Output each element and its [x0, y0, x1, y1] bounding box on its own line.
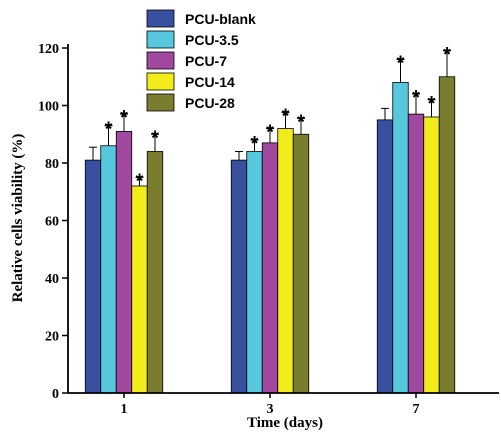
bar	[292, 133, 310, 394]
bar	[261, 142, 279, 394]
y-axis-title: Relative cells viability (%)	[10, 134, 26, 303]
y-tick-label: 20	[45, 330, 59, 345]
bars-layer: * * * * * * * * * * * *	[84, 44, 456, 394]
legend-label: PCU-blank	[185, 11, 256, 27]
x-tick-label: 7	[413, 402, 420, 417]
bar	[438, 76, 456, 394]
significance-marker: *	[428, 93, 436, 115]
bar	[246, 151, 263, 394]
legend-label: PCU-7	[185, 53, 227, 69]
bar	[230, 159, 248, 394]
bar	[131, 185, 148, 394]
significance-marker: *	[120, 107, 128, 129]
significance-marker: *	[151, 127, 159, 149]
bar	[392, 82, 409, 394]
significance-marker: *	[105, 119, 113, 141]
legend-swatch	[146, 9, 175, 28]
significance-marker: *	[412, 87, 420, 109]
bar	[115, 130, 133, 394]
y-tick-label: 0	[52, 387, 59, 402]
significance-marker: *	[297, 111, 305, 133]
legend-swatch	[146, 93, 175, 112]
bar	[407, 113, 425, 394]
bar	[84, 159, 102, 394]
x-axis-title: Time (days)	[247, 415, 323, 431]
significance-marker: *	[251, 133, 259, 155]
significance-marker: *	[282, 106, 290, 128]
y-tick-label: 100	[38, 100, 59, 115]
y-tick-label: 80	[45, 157, 59, 172]
legend-swatch	[146, 51, 175, 70]
significance-marker: *	[266, 122, 274, 144]
legend-swatch	[146, 30, 175, 49]
significance-marker: *	[136, 170, 144, 192]
y-tick-label: 40	[45, 272, 59, 287]
bar	[100, 145, 117, 394]
bar	[277, 128, 294, 394]
ticks-layer: 0 20 40 60 80 100 120 1 3 7	[38, 42, 420, 417]
bar	[146, 151, 164, 394]
bar	[423, 116, 440, 394]
significance-marker: *	[443, 44, 451, 66]
y-tick-label: 60	[45, 215, 59, 230]
legend: PCU-blank PCU-3.5 PCU-7 PCU-14 PCU-28	[146, 9, 256, 112]
bar	[376, 119, 394, 394]
x-tick-label: 1	[121, 402, 128, 417]
y-tick-label: 120	[38, 42, 59, 57]
legend-label: PCU-14	[185, 74, 235, 90]
legend-swatch	[146, 72, 175, 91]
significance-marker: *	[397, 53, 405, 75]
legend-label: PCU-3.5	[185, 32, 239, 48]
legend-label: PCU-28	[185, 95, 235, 111]
x-tick-label: 3	[267, 402, 274, 417]
